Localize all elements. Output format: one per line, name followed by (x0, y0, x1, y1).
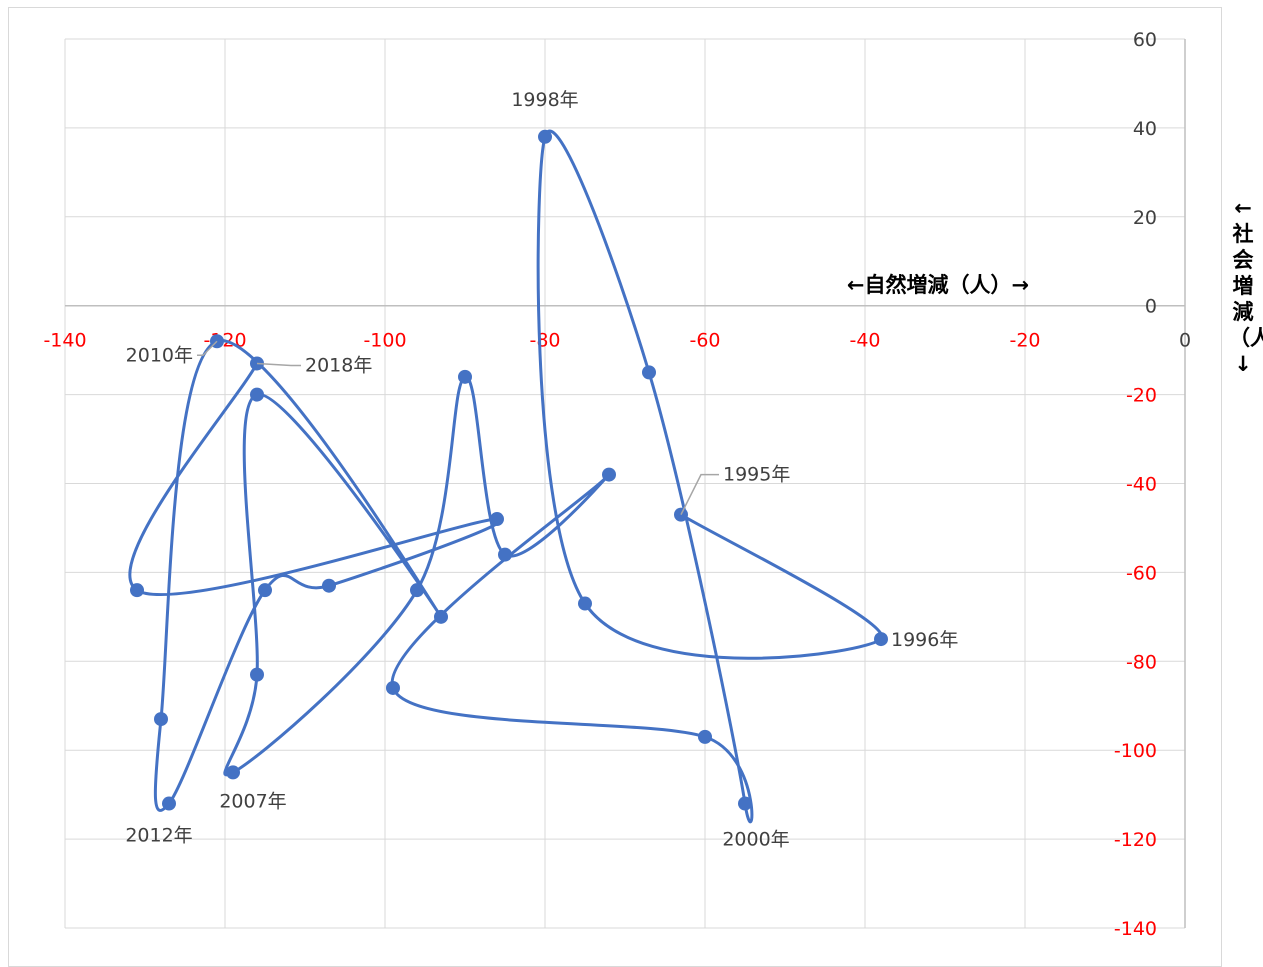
x-tick-label: -100 (363, 330, 406, 352)
x-tick-label: 0 (1179, 330, 1191, 352)
y-tick-label: 60 (1133, 29, 1157, 51)
x-tick-label: -40 (849, 330, 880, 352)
y-tick-label: -40 (1126, 474, 1157, 496)
data-point (386, 680, 400, 695)
data-point (434, 609, 448, 624)
data-point (258, 583, 272, 598)
data-label: 2000年 (722, 829, 789, 851)
y-tick-label: -60 (1126, 562, 1157, 584)
y-tick-label: -140 (1114, 918, 1157, 940)
data-label: 2010年 (126, 344, 193, 366)
axes (65, 39, 1186, 928)
data-point (642, 365, 656, 380)
y-axis-title: ←社会増減（人）↓ (1229, 196, 1263, 376)
data-point (698, 729, 712, 744)
data-point (578, 596, 592, 611)
y-tick-label: -120 (1114, 829, 1157, 851)
label-leader-line (197, 340, 218, 357)
data-label: 2012年 (125, 825, 192, 847)
data-point (154, 712, 168, 727)
data-point (410, 583, 424, 598)
y-tick-label: 0 (1145, 296, 1157, 318)
data-point (162, 796, 176, 811)
data-label: 1996年 (891, 629, 958, 651)
data-point (458, 369, 472, 384)
data-point (250, 667, 264, 682)
data-point (738, 796, 752, 811)
data-point (130, 583, 144, 598)
data-point (322, 578, 336, 593)
x-tick-label: -60 (689, 330, 720, 352)
label-leader-lines (197, 340, 719, 515)
data-point (250, 387, 264, 402)
gridlines (64, 38, 1186, 929)
x-tick-label: -20 (1009, 330, 1040, 352)
data-points (130, 129, 888, 811)
x-tick-labels: -140 -120 -100 -80 -60 -40 -20 0 (43, 330, 1191, 352)
data-label: 1998年 (511, 89, 578, 111)
y-tick-label: 40 (1133, 118, 1157, 140)
y-tick-label: -80 (1126, 651, 1157, 673)
data-point (538, 129, 552, 144)
data-point (226, 765, 240, 780)
label-leader-line (680, 473, 719, 515)
data-label: 2018年 (305, 354, 372, 376)
data-point (490, 512, 504, 527)
data-labels: 1995年 1996年 1998年 2000年 2007年 2010年 2012年 2018年 (125, 89, 958, 851)
y-tick-label: -100 (1114, 740, 1157, 762)
data-point (874, 632, 888, 647)
data-label: 2007年 (219, 790, 286, 812)
x-tick-label: -80 (529, 330, 560, 352)
chart-frame (8, 7, 1222, 967)
x-tick-label: -140 (43, 330, 86, 352)
data-label: 1995年 (723, 464, 790, 486)
data-point (498, 547, 512, 562)
label-leader-line (256, 362, 301, 367)
y-tick-label: 20 (1133, 207, 1157, 229)
data-point (602, 467, 616, 482)
y-tick-label: -20 (1126, 385, 1157, 407)
y-tick-labels: 60 40 20 0 -20 -40 -60 -80 -100 -120 -140 (1114, 29, 1157, 940)
x-axis-title: ←自然増減（人）→ (847, 273, 1029, 297)
